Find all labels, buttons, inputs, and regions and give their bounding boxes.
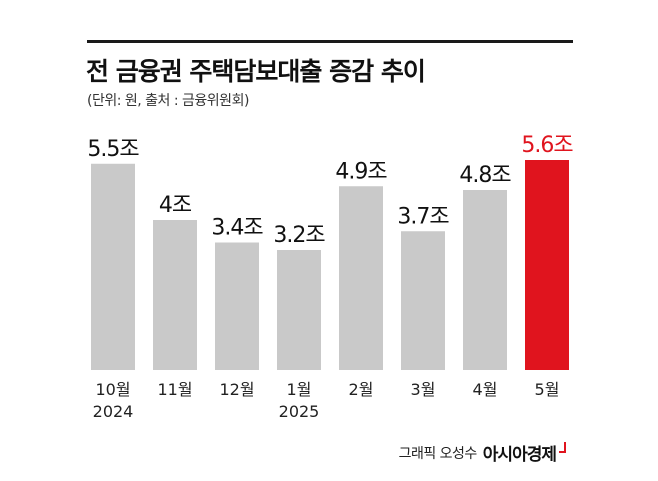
credit-line: 그래픽 오성수 아시아경제 — [399, 440, 566, 465]
value-label-4: 4.9조 — [335, 159, 387, 184]
bar-4 — [339, 186, 383, 370]
x-tick-label-1: 11월 — [157, 380, 192, 399]
value-label-1: 4조 — [159, 193, 192, 218]
chart-title: 전 금융권 주택담보대출 증감 추이 — [86, 57, 426, 86]
value-label-2: 3.4조 — [211, 216, 263, 241]
brand-name: 아시아경제 — [482, 445, 557, 465]
value-label-0: 5.5조 — [87, 137, 139, 162]
value-label-3: 3.2조 — [273, 223, 325, 248]
x-tick-label-4: 2월 — [349, 380, 374, 399]
bar-0 — [91, 163, 135, 370]
bar-1 — [153, 220, 197, 370]
value-label-5: 3.7조 — [397, 204, 449, 229]
x-tick-label-7: 5월 — [535, 380, 560, 399]
brand-mark-icon — [559, 442, 566, 453]
graphic-credit: 그래픽 오성수 — [398, 445, 478, 462]
value-label-7: 5.6조 — [521, 133, 573, 158]
bar-5 — [401, 231, 445, 370]
x-tick-label-5: 3월 — [411, 380, 436, 399]
value-label-6: 4.8조 — [459, 163, 511, 188]
chart-subtitle: (단위: 원, 출처 : 금융위원회) — [87, 93, 249, 109]
x-tick-label-6: 4월 — [473, 380, 498, 399]
x-tick-label-2: 12월 — [219, 380, 254, 399]
bar-6 — [463, 190, 507, 370]
bar-3 — [277, 250, 321, 370]
x-tick-label-3-year: 2025 — [279, 402, 320, 421]
x-tick-label-3: 1월 — [287, 380, 312, 399]
bar-2 — [215, 242, 259, 370]
x-tick-label-0-year: 2024 — [93, 402, 134, 421]
x-tick-label-0: 10월 — [95, 380, 130, 399]
top-rule — [87, 40, 573, 43]
bar-7 — [525, 160, 569, 370]
